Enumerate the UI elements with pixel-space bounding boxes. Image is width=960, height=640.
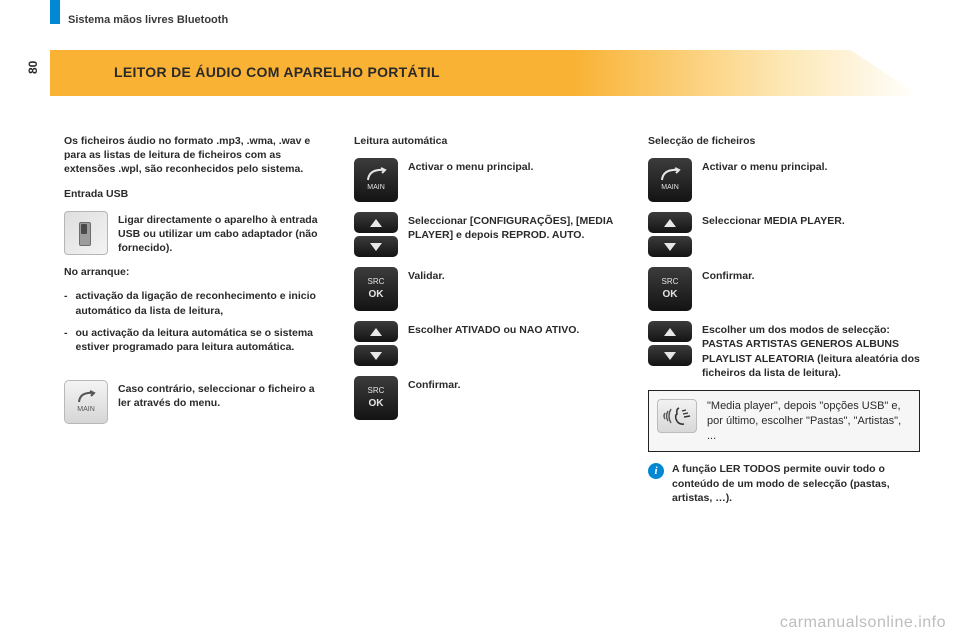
step-row: MAIN Activar o menu principal.	[354, 158, 614, 202]
list-item: - ou activação da leitura automática se …	[64, 326, 320, 354]
step-row: Seleccionar MEDIA PLAYER.	[648, 212, 920, 257]
src-ok-button-icon: SRC OK	[354, 267, 398, 311]
step-row: Escolher um dos modos de selecção: PASTA…	[648, 321, 920, 380]
start-label: No arranque:	[64, 265, 320, 279]
main-menu-row: MAIN Caso contrário, seleccionar o fiche…	[64, 380, 320, 424]
intro-text: Os ficheiros áudio no formato .mp3, .wma…	[64, 134, 320, 177]
watermark: carmanualsonline.info	[780, 614, 946, 632]
usb-label: Entrada USB	[64, 187, 320, 201]
usb-row: Ligar directamente o aparelho à entrada …	[64, 211, 320, 256]
up-down-icon	[648, 321, 692, 366]
col2-heading: Leitura automática	[354, 134, 614, 148]
running-header: Sistema mãos livres Bluetooth	[68, 14, 228, 26]
voice-command-box: "Media player", depois "opções USB" e, p…	[648, 390, 920, 453]
main-label: MAIN	[661, 183, 679, 192]
main-button-icon: MAIN	[64, 380, 108, 424]
column-right: Selecção de ficheiros MAIN Activar o men…	[648, 134, 920, 505]
step-text: Activar o menu principal.	[408, 158, 614, 174]
step-row: Seleccionar [CONFIGURAÇÕES], [MEDIA PLAY…	[354, 212, 614, 257]
arrow-up-icon	[354, 212, 398, 233]
step-text: Activar o menu principal.	[702, 158, 920, 174]
step-text: Seleccionar [CONFIGURAÇÕES], [MEDIA PLAY…	[408, 212, 614, 242]
info-row: i A função LER TODOS permite ouvir todo …	[648, 462, 920, 505]
src-label: SRC	[368, 386, 385, 397]
up-down-icon	[354, 212, 398, 257]
ok-label: OK	[369, 288, 384, 302]
voice-icon	[657, 399, 697, 433]
main-label: MAIN	[367, 183, 385, 192]
step-row: SRC OK Validar.	[354, 267, 614, 311]
bullet-list: - activação da ligação de reconhecimento…	[64, 289, 320, 354]
page-number: 80	[26, 61, 40, 74]
column-left: Os ficheiros áudio no formato .mp3, .wma…	[64, 134, 320, 434]
arrow-up-icon	[648, 212, 692, 233]
arrow-down-icon	[354, 236, 398, 257]
main-button-icon: MAIN	[648, 158, 692, 202]
up-down-icon	[648, 212, 692, 257]
voice-text: "Media player", depois "opções USB" e, p…	[707, 399, 909, 444]
ok-label: OK	[663, 288, 678, 302]
column-middle: Leitura automática MAIN Activar o menu p…	[354, 134, 614, 430]
step-text: Escolher um dos modos de selecção: PASTA…	[702, 321, 920, 380]
step-row: MAIN Activar o menu principal.	[648, 158, 920, 202]
src-label: SRC	[368, 277, 385, 288]
arrow-up-icon	[354, 321, 398, 342]
step-text: Seleccionar MEDIA PLAYER.	[702, 212, 920, 228]
bullet-text: activação da ligação de reconhecimento e…	[76, 289, 321, 317]
src-ok-button-icon: SRC OK	[648, 267, 692, 311]
main-button-icon: MAIN	[354, 158, 398, 202]
ok-label: OK	[369, 397, 384, 411]
page-title: LEITOR DE ÁUDIO COM APARELHO PORTÁTIL	[114, 64, 440, 80]
dash-icon: -	[64, 289, 68, 317]
main-menu-text: Caso contrário, seleccionar o ficheiro a…	[118, 380, 320, 410]
arrow-down-icon	[354, 345, 398, 366]
step-text: Confirmar.	[702, 267, 920, 283]
dash-icon: -	[64, 326, 68, 354]
main-label: MAIN	[77, 405, 95, 414]
col3-heading: Selecção de ficheiros	[648, 134, 920, 148]
bullet-text: ou activação da leitura automática se o …	[76, 326, 321, 354]
step-row: SRC OK Confirmar.	[354, 376, 614, 420]
arrow-up-icon	[648, 321, 692, 342]
step-row: SRC OK Confirmar.	[648, 267, 920, 311]
step-row: Escolher ATIVADO ou NAO ATIVO.	[354, 321, 614, 366]
step-text: Confirmar.	[408, 376, 614, 392]
step-text: Validar.	[408, 267, 614, 283]
arrow-down-icon	[648, 236, 692, 257]
usb-text: Ligar directamente o aparelho à entrada …	[118, 211, 320, 256]
src-ok-button-icon: SRC OK	[354, 376, 398, 420]
step-text: Escolher ATIVADO ou NAO ATIVO.	[408, 321, 614, 337]
list-item: - activação da ligação de reconhecimento…	[64, 289, 320, 317]
info-icon: i	[648, 463, 664, 479]
src-label: SRC	[662, 277, 679, 288]
arrow-down-icon	[648, 345, 692, 366]
section-tab	[50, 0, 60, 24]
usb-port-icon	[64, 211, 108, 255]
info-text: A função LER TODOS permite ouvir todo o …	[672, 462, 920, 505]
up-down-icon	[354, 321, 398, 366]
